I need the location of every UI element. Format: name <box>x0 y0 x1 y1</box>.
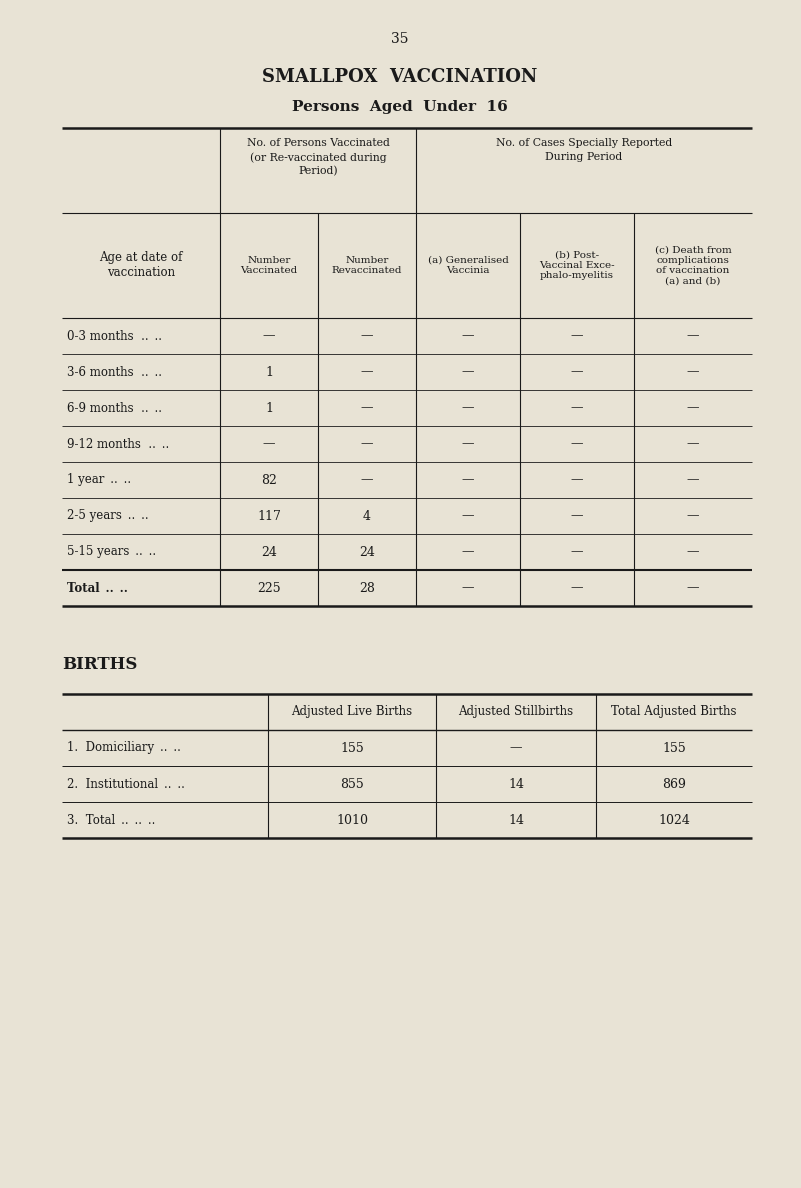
Text: —: — <box>461 437 474 450</box>
Text: —: — <box>571 545 583 558</box>
Text: No. of Cases Specially Reported: No. of Cases Specially Reported <box>496 138 672 148</box>
Text: 82: 82 <box>261 474 277 487</box>
Text: —: — <box>686 474 699 487</box>
Text: —: — <box>360 329 373 342</box>
Text: (c) Death from
complications
of vaccination
(a) and (b): (c) Death from complications of vaccinat… <box>654 246 731 285</box>
Text: —: — <box>571 474 583 487</box>
Text: —: — <box>509 741 522 754</box>
Text: Total Adjusted Births: Total Adjusted Births <box>611 706 737 719</box>
Text: Number
Revaccinated: Number Revaccinated <box>332 255 402 276</box>
Text: 1: 1 <box>265 366 273 379</box>
Text: 117: 117 <box>257 510 281 523</box>
Text: Number
Vaccinated: Number Vaccinated <box>240 255 298 276</box>
Text: (b) Post-
Vaccinal Exce-
phalo-myelitis: (b) Post- Vaccinal Exce- phalo-myelitis <box>539 251 615 280</box>
Text: (a) Generalised
Vaccinia: (a) Generalised Vaccinia <box>428 255 509 276</box>
Text: —: — <box>461 329 474 342</box>
Text: —: — <box>686 510 699 523</box>
Text: —: — <box>461 402 474 415</box>
Text: Total .. ..: Total .. .. <box>67 581 128 594</box>
Text: —: — <box>571 581 583 594</box>
Text: Persons  Aged  Under  16: Persons Aged Under 16 <box>292 100 508 114</box>
Text: —: — <box>686 437 699 450</box>
Text: —: — <box>686 366 699 379</box>
Text: —: — <box>360 366 373 379</box>
Text: 155: 155 <box>662 741 686 754</box>
Text: —: — <box>360 402 373 415</box>
Text: 1 year .. ..: 1 year .. .. <box>67 474 131 487</box>
Text: During Period: During Period <box>545 152 622 162</box>
Text: —: — <box>686 545 699 558</box>
Text: —: — <box>461 545 474 558</box>
Text: 6-9 months  .. ..: 6-9 months .. .. <box>67 402 162 415</box>
Text: —: — <box>571 402 583 415</box>
Text: 5-15 years .. ..: 5-15 years .. .. <box>67 545 156 558</box>
Text: 1.  Domiciliary .. ..: 1. Domiciliary .. .. <box>67 741 181 754</box>
Text: —: — <box>571 510 583 523</box>
Text: 14: 14 <box>508 814 524 827</box>
Text: 24: 24 <box>261 545 277 558</box>
Text: 4: 4 <box>363 510 371 523</box>
Text: —: — <box>461 474 474 487</box>
Text: 869: 869 <box>662 777 686 790</box>
Text: 2.  Institutional .. ..: 2. Institutional .. .. <box>67 777 185 790</box>
Text: —: — <box>686 581 699 594</box>
Text: —: — <box>263 437 276 450</box>
Text: —: — <box>571 437 583 450</box>
Text: —: — <box>360 437 373 450</box>
Text: Adjusted Live Births: Adjusted Live Births <box>292 706 413 719</box>
Text: —: — <box>686 329 699 342</box>
Text: 14: 14 <box>508 777 524 790</box>
Text: Age at date of
vaccination: Age at date of vaccination <box>99 252 183 279</box>
Text: 3.  Total .. .. ..: 3. Total .. .. .. <box>67 814 155 827</box>
Text: 0-3 months  .. ..: 0-3 months .. .. <box>67 329 162 342</box>
Text: 24: 24 <box>359 545 375 558</box>
Text: —: — <box>461 510 474 523</box>
Text: 1010: 1010 <box>336 814 368 827</box>
Text: 2-5 years .. ..: 2-5 years .. .. <box>67 510 149 523</box>
Text: 855: 855 <box>340 777 364 790</box>
Text: —: — <box>360 474 373 487</box>
Text: Period): Period) <box>298 166 338 176</box>
Text: 1: 1 <box>265 402 273 415</box>
Text: 1024: 1024 <box>658 814 690 827</box>
Text: 28: 28 <box>359 581 375 594</box>
Text: 3-6 months  .. ..: 3-6 months .. .. <box>67 366 162 379</box>
Text: —: — <box>686 402 699 415</box>
Text: BIRTHS: BIRTHS <box>62 656 138 672</box>
Text: No. of Persons Vaccinated: No. of Persons Vaccinated <box>247 138 389 148</box>
Text: —: — <box>461 366 474 379</box>
Text: —: — <box>263 329 276 342</box>
Text: —: — <box>571 329 583 342</box>
Text: —: — <box>571 366 583 379</box>
Text: 35: 35 <box>391 32 409 46</box>
Text: Adjusted Stillbirths: Adjusted Stillbirths <box>458 706 574 719</box>
Text: —: — <box>461 581 474 594</box>
Text: 155: 155 <box>340 741 364 754</box>
Text: 9-12 months  .. ..: 9-12 months .. .. <box>67 437 169 450</box>
Text: 225: 225 <box>257 581 281 594</box>
Text: (or Re-vaccinated during: (or Re-vaccinated during <box>250 152 386 163</box>
Text: SMALLPOX  VACCINATION: SMALLPOX VACCINATION <box>262 68 537 86</box>
